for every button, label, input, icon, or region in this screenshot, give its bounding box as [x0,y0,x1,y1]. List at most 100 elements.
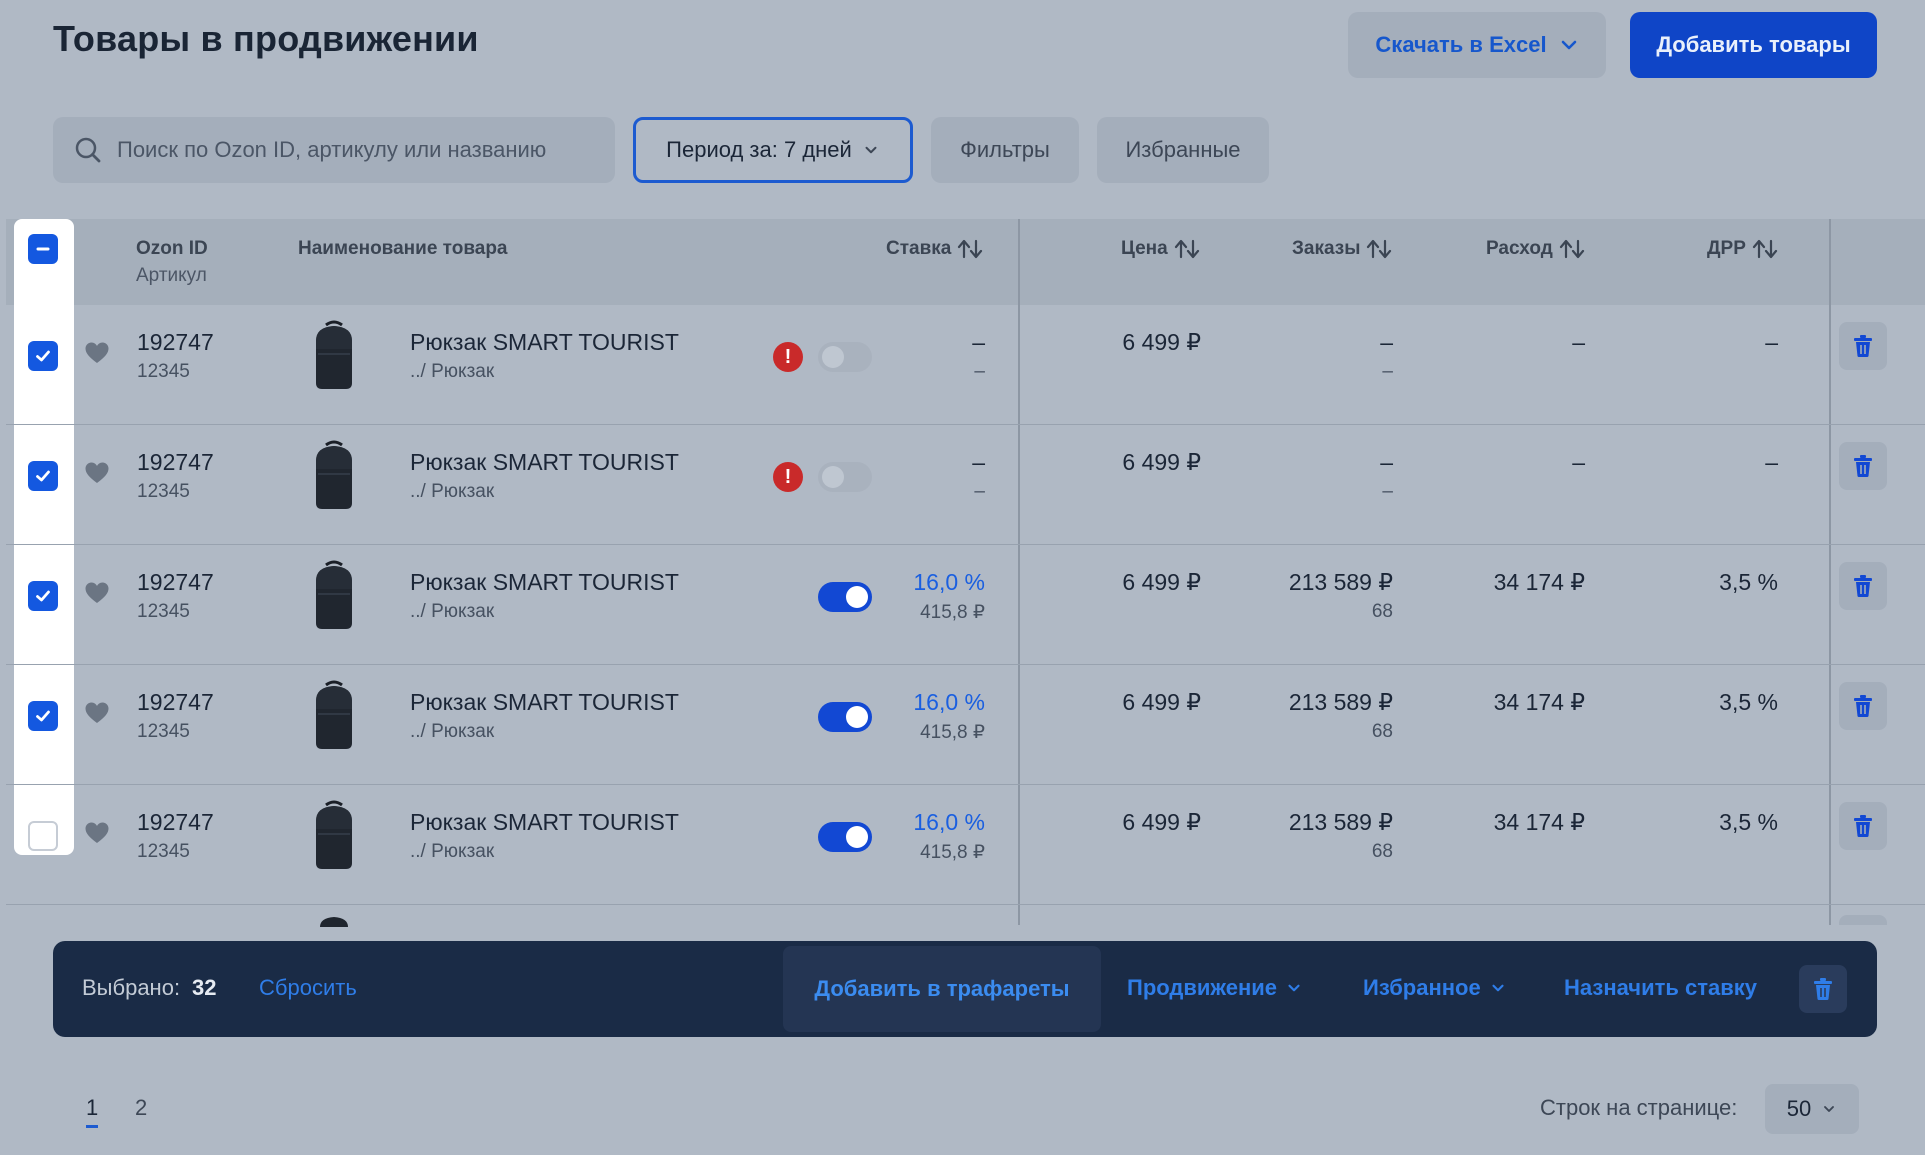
delete-row-button[interactable] [1839,802,1887,850]
drr-value: – [1765,449,1778,475]
promotion-toggle[interactable] [818,342,872,372]
promotion-menu[interactable]: Продвижение [1127,975,1303,1001]
product-name-link[interactable]: Рюкзак SMART TOURIST [410,569,679,595]
product-name-link[interactable]: Рюкзак SMART TOURIST [410,329,679,355]
product-name-link[interactable]: Рюкзак SMART TOURIST [410,449,679,475]
column-bid[interactable]: Ставка [886,238,983,260]
promotion-toggle[interactable] [818,822,872,852]
price-value: 6 499 ₽ [1122,809,1201,835]
favorite-toggle[interactable] [84,461,110,490]
row-separator [6,544,1925,545]
product-name-link[interactable]: Рюкзак SMART TOURIST [410,809,679,835]
add-products-button[interactable]: Добавить товары [1630,12,1877,78]
orders-value: – [1380,329,1393,355]
toggle-knob [822,346,844,368]
column-drr[interactable]: ДРР [1707,238,1778,260]
delete-row-button[interactable] [1839,682,1887,730]
row-checkbox[interactable] [28,461,58,491]
filters-button[interactable]: Фильтры [931,117,1079,183]
price-value: 6 499 ₽ [1122,449,1201,475]
favorite-toggle[interactable] [84,581,110,610]
bulk-delete-button[interactable] [1799,965,1847,1013]
product-name-link[interactable]: Рюкзак SMART TOURIST [410,689,679,715]
product-image [306,679,362,756]
backpack-image [316,800,352,869]
bid-value[interactable]: 16,0 % [913,569,985,595]
sort-icon [1367,239,1392,259]
favorite-menu-label: Избранное [1363,975,1481,1000]
page-title: Товары в продвижении [53,18,479,59]
row-checkbox[interactable] [28,341,58,371]
backpack-image [316,440,352,509]
period-select[interactable]: Период за: 7 дней [633,117,913,183]
page-2[interactable]: 2 [135,1095,148,1120]
set-bid-button[interactable]: Назначить ставку [1564,975,1758,1000]
column-divider [1018,219,1020,925]
product-category: ../ Рюкзак [410,601,495,622]
bid-amount: 415,8 ₽ [920,842,985,863]
check-icon [36,350,50,362]
ozon-id: 192747 [137,569,214,595]
orders-value: 213 589 ₽ [1288,569,1393,595]
download-excel-button[interactable]: Скачать в Excel [1348,12,1606,78]
rows-per-page-value: 50 [1786,1096,1812,1121]
drr-value: – [1765,329,1778,355]
row-checkbox[interactable] [28,701,58,731]
favorite-menu[interactable]: Избранное [1363,975,1507,1001]
delete-row-button[interactable] [1839,562,1887,610]
bid-amount: – [974,481,985,502]
price-value: 6 499 ₽ [1122,329,1201,355]
promotion-toggle[interactable] [818,462,872,492]
spend-value: 34 174 ₽ [1493,689,1585,715]
rows-per-page-select[interactable]: 50 [1765,1084,1859,1134]
promotion-toggle[interactable] [818,582,872,612]
table-row: 192747 12345 Рюкзак SMART TOURIST ../ Рюкза… [0,305,1925,425]
bid-value[interactable]: 16,0 % [913,689,985,715]
toggle-knob [846,586,868,608]
drr-value: 3,5 % [1719,689,1778,715]
product-image [306,559,362,636]
column-orders-label: Заказы [1292,238,1361,259]
add-to-templates-button[interactable]: Добавить в трафареты [783,946,1101,1032]
favorite-toggle[interactable] [84,821,110,850]
page-1[interactable]: 1 [86,1095,99,1128]
favorite-toggle[interactable] [84,341,110,370]
period-label: Период за: 7 дней [666,137,852,162]
bid-value[interactable]: 16,0 % [913,809,985,835]
table-row: 192747 12345 Рюкзак SMART TOURIST ../ Рюкза… [0,425,1925,545]
product-category: ../ Рюкзак [410,721,495,742]
column-name: Наименование товара [298,238,508,259]
heart-icon [85,822,109,843]
selected-label: Выбрано: [82,975,181,1000]
table-header [6,219,1925,305]
toggle-knob [846,706,868,728]
table-row: 192747 12345 Рюкзак SMART TOURIST ../ Рюкза… [0,785,1925,905]
promotion-toggle[interactable] [818,702,872,732]
trash-icon [1814,978,1832,1000]
select-all-checkbox[interactable] [28,234,58,264]
trash-icon [1854,815,1872,837]
orders-count: – [1382,481,1393,502]
favorite-toggle[interactable] [84,701,110,730]
search-field[interactable] [53,117,615,183]
column-spend[interactable]: Расход [1486,238,1585,260]
check-icon [36,710,50,722]
article: 12345 [137,361,190,382]
column-drr-label: ДРР [1707,238,1746,259]
row-checkbox[interactable] [28,581,58,611]
heart-icon [85,702,109,723]
column-price[interactable]: Цена [1121,238,1200,260]
search-input[interactable] [117,137,597,163]
column-spend-label: Расход [1486,238,1553,259]
spend-value: – [1572,329,1585,355]
column-article: Артикул [136,265,207,286]
row-checkbox[interactable] [28,821,58,851]
delete-row-button[interactable] [1839,322,1887,370]
drr-value: 3,5 % [1719,569,1778,595]
delete-row-button[interactable] [1839,442,1887,490]
orders-count: – [1382,361,1393,382]
column-orders[interactable]: Заказы [1292,238,1392,260]
delete-row-button[interactable] [1839,915,1887,925]
reset-selection-link[interactable]: Сбросить [259,975,357,1000]
favorites-filter-button[interactable]: Избранные [1097,117,1269,183]
